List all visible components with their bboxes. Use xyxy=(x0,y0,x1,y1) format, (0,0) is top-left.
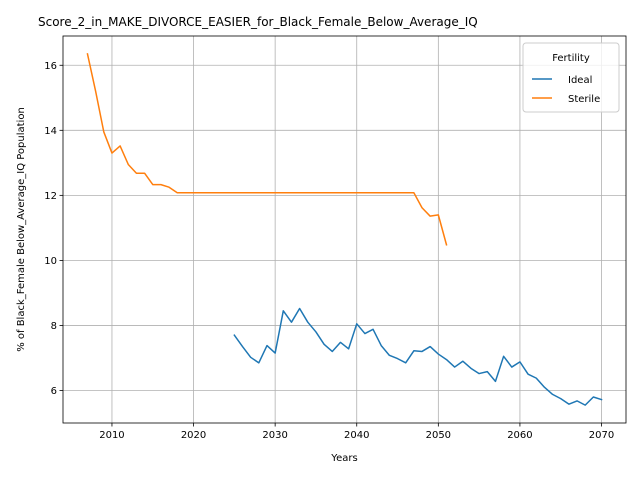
x-tick-label: 2060 xyxy=(507,430,532,441)
y-tick-label: 10 xyxy=(44,256,57,267)
y-tick-label: 8 xyxy=(51,321,57,332)
y-tick-label: 6 xyxy=(51,386,57,397)
series-line-ideal xyxy=(233,307,603,406)
x-tick-label: 2030 xyxy=(262,430,287,441)
x-tick-label: 2070 xyxy=(589,430,614,441)
axis-ticks: 2010 2020 2030 2040 2050 2060 2070 6 8 10 12 14 16 xyxy=(44,61,614,441)
series-line-sterile xyxy=(86,52,448,246)
legend-label-ideal: Ideal xyxy=(568,75,592,86)
x-tick-label: 2010 xyxy=(99,430,124,441)
x-tick-label: 2020 xyxy=(181,430,206,441)
y-axis-label: % of Black_Female Below_Average_IQ Popul… xyxy=(16,107,27,352)
y-tick-label: 14 xyxy=(44,126,57,137)
legend: Fertility Ideal Sterile xyxy=(522,42,620,113)
x-tick-label: 2050 xyxy=(426,430,451,441)
grid-lines xyxy=(63,36,626,423)
plot-frame xyxy=(62,35,627,424)
legend-title: Fertility xyxy=(552,53,590,64)
x-axis-label: Years xyxy=(330,453,357,464)
plot-series xyxy=(86,52,603,406)
x-tick-label: 2040 xyxy=(344,430,369,441)
y-tick-label: 12 xyxy=(44,191,57,202)
legend-box xyxy=(522,42,620,113)
y-tick-label: 16 xyxy=(44,61,57,72)
chart-title: Score_2_in_MAKE_DIVORCE_EASIER_for_Black… xyxy=(38,15,478,29)
legend-label-sterile: Sterile xyxy=(568,94,600,105)
